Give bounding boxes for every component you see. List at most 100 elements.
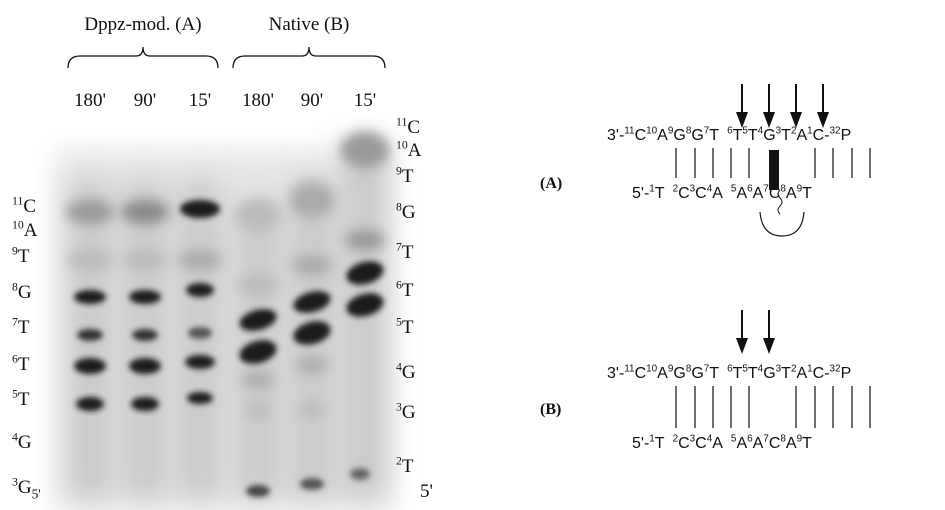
base: A: [753, 185, 764, 202]
superscript: 3: [12, 475, 18, 488]
strand: 5'-1T 2C3C4A 5A6A7C8A9T: [632, 184, 812, 202]
base-label: 9T: [12, 244, 30, 267]
superscript: 6: [747, 434, 753, 445]
superscript: 9: [797, 434, 803, 445]
superscript: 5: [12, 387, 18, 400]
base: T: [748, 127, 758, 144]
base: T: [802, 185, 812, 202]
superscript: 5: [742, 126, 748, 137]
superscript: 3: [776, 126, 782, 137]
strand-end: 5'-: [632, 435, 649, 452]
superscript: 8: [686, 126, 692, 137]
superscript: 10: [646, 126, 658, 137]
label: 180': [74, 90, 106, 111]
base: C: [678, 435, 690, 452]
base: T: [18, 246, 30, 267]
base: T: [733, 365, 743, 382]
base-label: 3G: [396, 400, 416, 423]
label: 180': [242, 90, 274, 111]
superscript: 3: [690, 184, 696, 195]
base: T: [402, 242, 414, 263]
superscript: 3: [396, 400, 402, 413]
base: C: [678, 185, 690, 202]
lane-group-braces: [67, 46, 386, 69]
superscript: 9: [12, 244, 18, 257]
arrow-heads: [736, 112, 829, 354]
label: 90': [134, 90, 156, 111]
superscript: 8: [396, 200, 402, 213]
base-label: 11C: [396, 115, 420, 138]
superscript: 7: [12, 315, 18, 328]
intercalator-block: [769, 150, 779, 190]
strand: 3'-11C10A9G8G7T 6T5T4G3T2A1C-32P: [607, 364, 851, 382]
base: G: [673, 365, 685, 382]
superscript: 9: [797, 184, 803, 195]
superscript: 7: [763, 434, 769, 445]
superscript: 9: [396, 164, 402, 177]
label: Native (B): [269, 14, 350, 35]
superscript: 3: [776, 364, 782, 375]
base: G: [763, 365, 775, 382]
base: P: [841, 365, 852, 382]
base: G: [18, 477, 32, 498]
base: A: [736, 435, 747, 452]
superscript: 9: [668, 126, 674, 137]
base-label: 11C: [12, 194, 36, 217]
superscript: 11: [624, 364, 635, 375]
base: T: [18, 389, 30, 410]
base: A: [786, 435, 797, 452]
superscript: 1: [649, 184, 655, 195]
base: C: [769, 435, 781, 452]
label: Dppz-mod. (A): [84, 14, 201, 35]
base-label: 2T: [396, 454, 414, 477]
base-label: 5T: [396, 315, 414, 338]
superscript: 8: [12, 280, 18, 293]
superscript: 5: [742, 364, 748, 375]
superscript: 5: [731, 434, 737, 445]
superscript: 32: [830, 364, 842, 375]
superscript: 10: [396, 138, 408, 151]
superscript: 1: [649, 434, 655, 445]
base: A: [736, 185, 747, 202]
base: A: [796, 365, 807, 382]
base: T: [781, 365, 791, 382]
superscript: 6: [747, 184, 753, 195]
superscript: 11: [396, 115, 407, 128]
base: T: [709, 365, 719, 382]
base-label: 3G5': [12, 475, 41, 501]
superscript: 4: [12, 430, 18, 443]
superscript: 6: [396, 278, 402, 291]
superscript: 1: [807, 126, 813, 137]
superscript: 5: [396, 315, 402, 328]
base-label: 6T: [396, 278, 414, 301]
base: A: [786, 185, 797, 202]
superscript: 6: [12, 352, 18, 365]
superscript: 9: [668, 364, 674, 375]
subscript: 5': [32, 487, 41, 502]
base: G: [691, 127, 703, 144]
base-label: 10A: [396, 138, 422, 161]
base: T: [402, 280, 414, 301]
base: T: [748, 365, 758, 382]
superscript: 10: [646, 364, 658, 375]
superscript: 7: [396, 240, 402, 253]
superscript: 11: [12, 194, 23, 207]
base: T: [655, 185, 665, 202]
base: T: [402, 317, 414, 338]
base: G: [402, 202, 416, 223]
strand-end: 3'-: [607, 365, 624, 382]
duplex-label: (B): [540, 401, 561, 418]
superscript: 8: [686, 364, 692, 375]
superscript: 6: [727, 364, 733, 375]
base-pair-lines: [675, 148, 871, 428]
base: T: [781, 127, 791, 144]
base: G: [673, 127, 685, 144]
base: C: [407, 117, 420, 138]
base-label: 10A: [12, 218, 38, 241]
cleavage-arrows: [741, 84, 824, 344]
superscript: 7: [704, 126, 710, 137]
base-label: 8G: [396, 200, 416, 223]
strand: 3'-11C10A9G8G7T 6T5T4G3T2A1C-32P: [607, 126, 851, 144]
label: 15': [354, 90, 376, 111]
